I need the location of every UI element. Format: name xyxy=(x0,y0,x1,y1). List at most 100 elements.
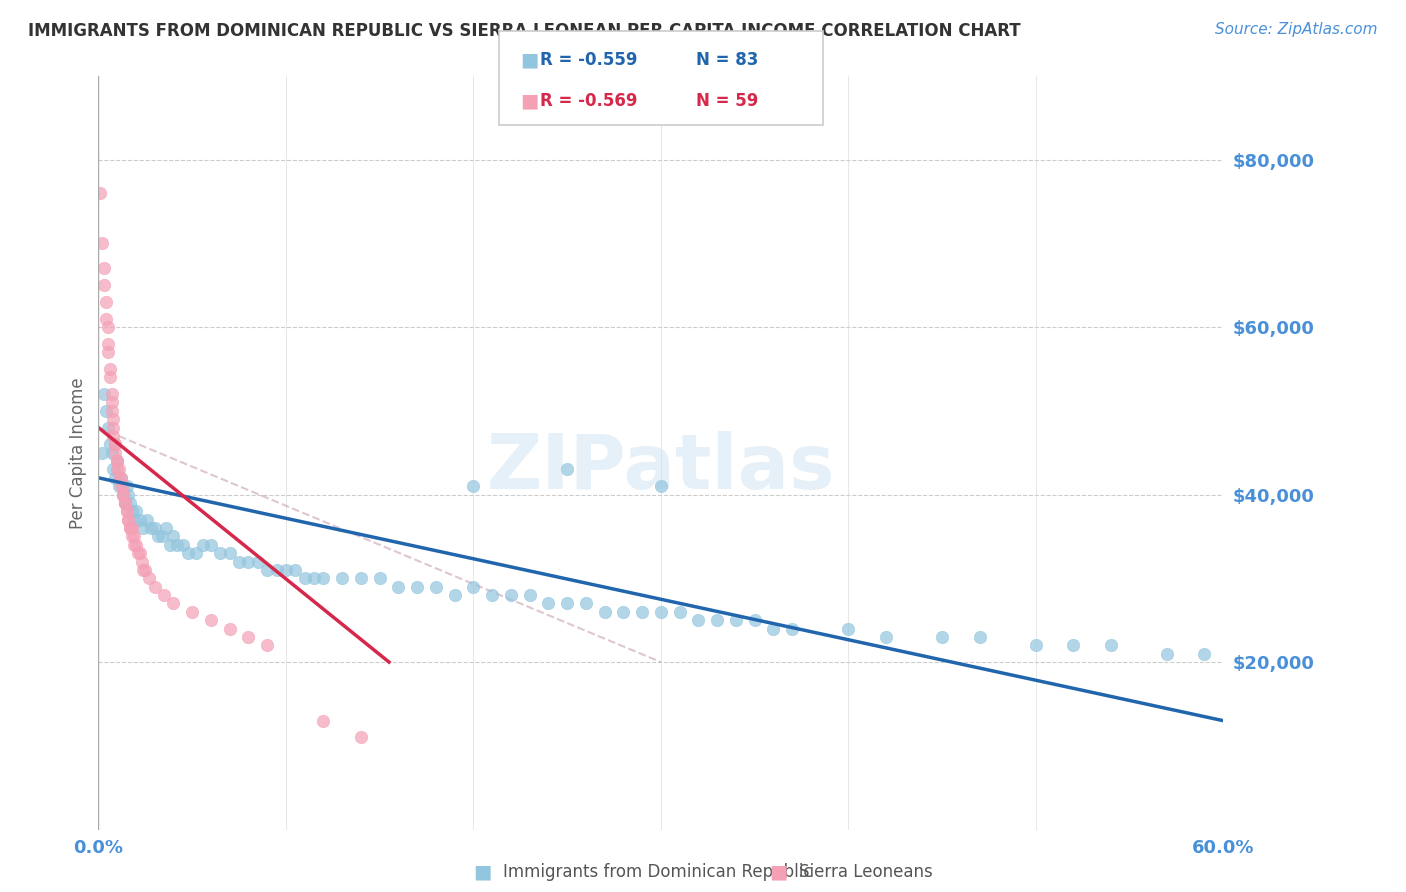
Text: N = 59: N = 59 xyxy=(696,92,758,110)
Point xyxy=(166,538,188,552)
Point xyxy=(98,370,121,384)
Point xyxy=(114,496,136,510)
Point xyxy=(162,596,184,610)
Point xyxy=(177,546,200,560)
Point xyxy=(837,622,859,636)
Point xyxy=(136,513,159,527)
Point xyxy=(104,471,127,485)
Point xyxy=(969,630,991,644)
Point xyxy=(688,613,710,627)
Point xyxy=(128,513,150,527)
Point xyxy=(114,496,136,510)
Point xyxy=(181,605,204,619)
Point xyxy=(97,420,120,434)
Point xyxy=(93,278,115,293)
Point xyxy=(105,454,128,468)
Point xyxy=(368,571,391,585)
Point xyxy=(100,387,122,401)
Point xyxy=(650,479,672,493)
Point xyxy=(330,571,353,585)
Point xyxy=(121,529,143,543)
Point xyxy=(111,479,134,493)
Text: ■: ■ xyxy=(520,50,538,70)
Point xyxy=(406,580,429,594)
Point xyxy=(103,429,125,443)
Point xyxy=(875,630,897,644)
Point xyxy=(108,479,131,493)
Point xyxy=(104,437,127,451)
Text: IMMIGRANTS FROM DOMINICAN REPUBLIC VS SIERRA LEONEAN PER CAPITA INCOME CORRELATI: IMMIGRANTS FROM DOMINICAN REPUBLIC VS SI… xyxy=(28,22,1021,40)
Point xyxy=(463,580,485,594)
Point xyxy=(1062,638,1084,652)
Y-axis label: Per Capita Income: Per Capita Income xyxy=(69,377,87,528)
Point xyxy=(668,605,690,619)
Point xyxy=(122,513,145,527)
Point xyxy=(110,471,132,485)
Point xyxy=(134,563,156,577)
Text: ■: ■ xyxy=(474,863,492,882)
Point xyxy=(425,580,447,594)
Point xyxy=(148,529,170,543)
Point xyxy=(238,630,260,644)
Point xyxy=(125,538,148,552)
Point xyxy=(537,596,560,610)
Point xyxy=(209,546,232,560)
Point xyxy=(931,630,953,644)
Point xyxy=(104,437,127,451)
Point xyxy=(122,529,145,543)
Point xyxy=(499,588,522,602)
Point xyxy=(294,571,316,585)
Point xyxy=(555,462,578,476)
Point xyxy=(218,546,240,560)
Point xyxy=(105,462,128,476)
Text: Sierra Leoneans: Sierra Leoneans xyxy=(799,863,932,881)
Point xyxy=(93,387,115,401)
Point xyxy=(150,529,173,543)
Point xyxy=(108,462,131,476)
Point xyxy=(744,613,766,627)
Point xyxy=(103,412,125,426)
Point xyxy=(89,186,111,200)
Point xyxy=(172,538,194,552)
Point xyxy=(125,504,148,518)
Point xyxy=(1194,647,1216,661)
Point xyxy=(350,731,373,745)
Text: ■: ■ xyxy=(769,863,787,882)
Point xyxy=(97,336,120,351)
Point xyxy=(284,563,307,577)
Point xyxy=(132,563,155,577)
Point xyxy=(131,555,153,569)
Point xyxy=(117,513,139,527)
Point xyxy=(256,563,278,577)
Point xyxy=(94,404,117,418)
Point xyxy=(200,613,222,627)
Point xyxy=(519,588,541,602)
Point xyxy=(1156,647,1178,661)
Point xyxy=(706,613,728,627)
Point xyxy=(139,521,162,535)
Point xyxy=(120,521,142,535)
Point xyxy=(105,454,128,468)
Point xyxy=(266,563,288,577)
Point xyxy=(218,622,240,636)
Point xyxy=(110,471,132,485)
Point xyxy=(631,605,654,619)
Point xyxy=(120,496,142,510)
Point xyxy=(274,563,297,577)
Text: R = -0.559: R = -0.559 xyxy=(540,51,637,69)
Point xyxy=(650,605,672,619)
Point xyxy=(143,580,166,594)
Point xyxy=(155,521,177,535)
Point xyxy=(105,454,128,468)
Point xyxy=(143,521,166,535)
Point xyxy=(103,420,125,434)
Point xyxy=(97,320,120,334)
Text: ZIPatlas: ZIPatlas xyxy=(486,431,835,505)
Point xyxy=(302,571,325,585)
Point xyxy=(193,538,215,552)
Point xyxy=(184,546,207,560)
Point xyxy=(575,596,598,610)
Point xyxy=(200,538,222,552)
Point xyxy=(100,404,122,418)
Point xyxy=(93,261,115,276)
